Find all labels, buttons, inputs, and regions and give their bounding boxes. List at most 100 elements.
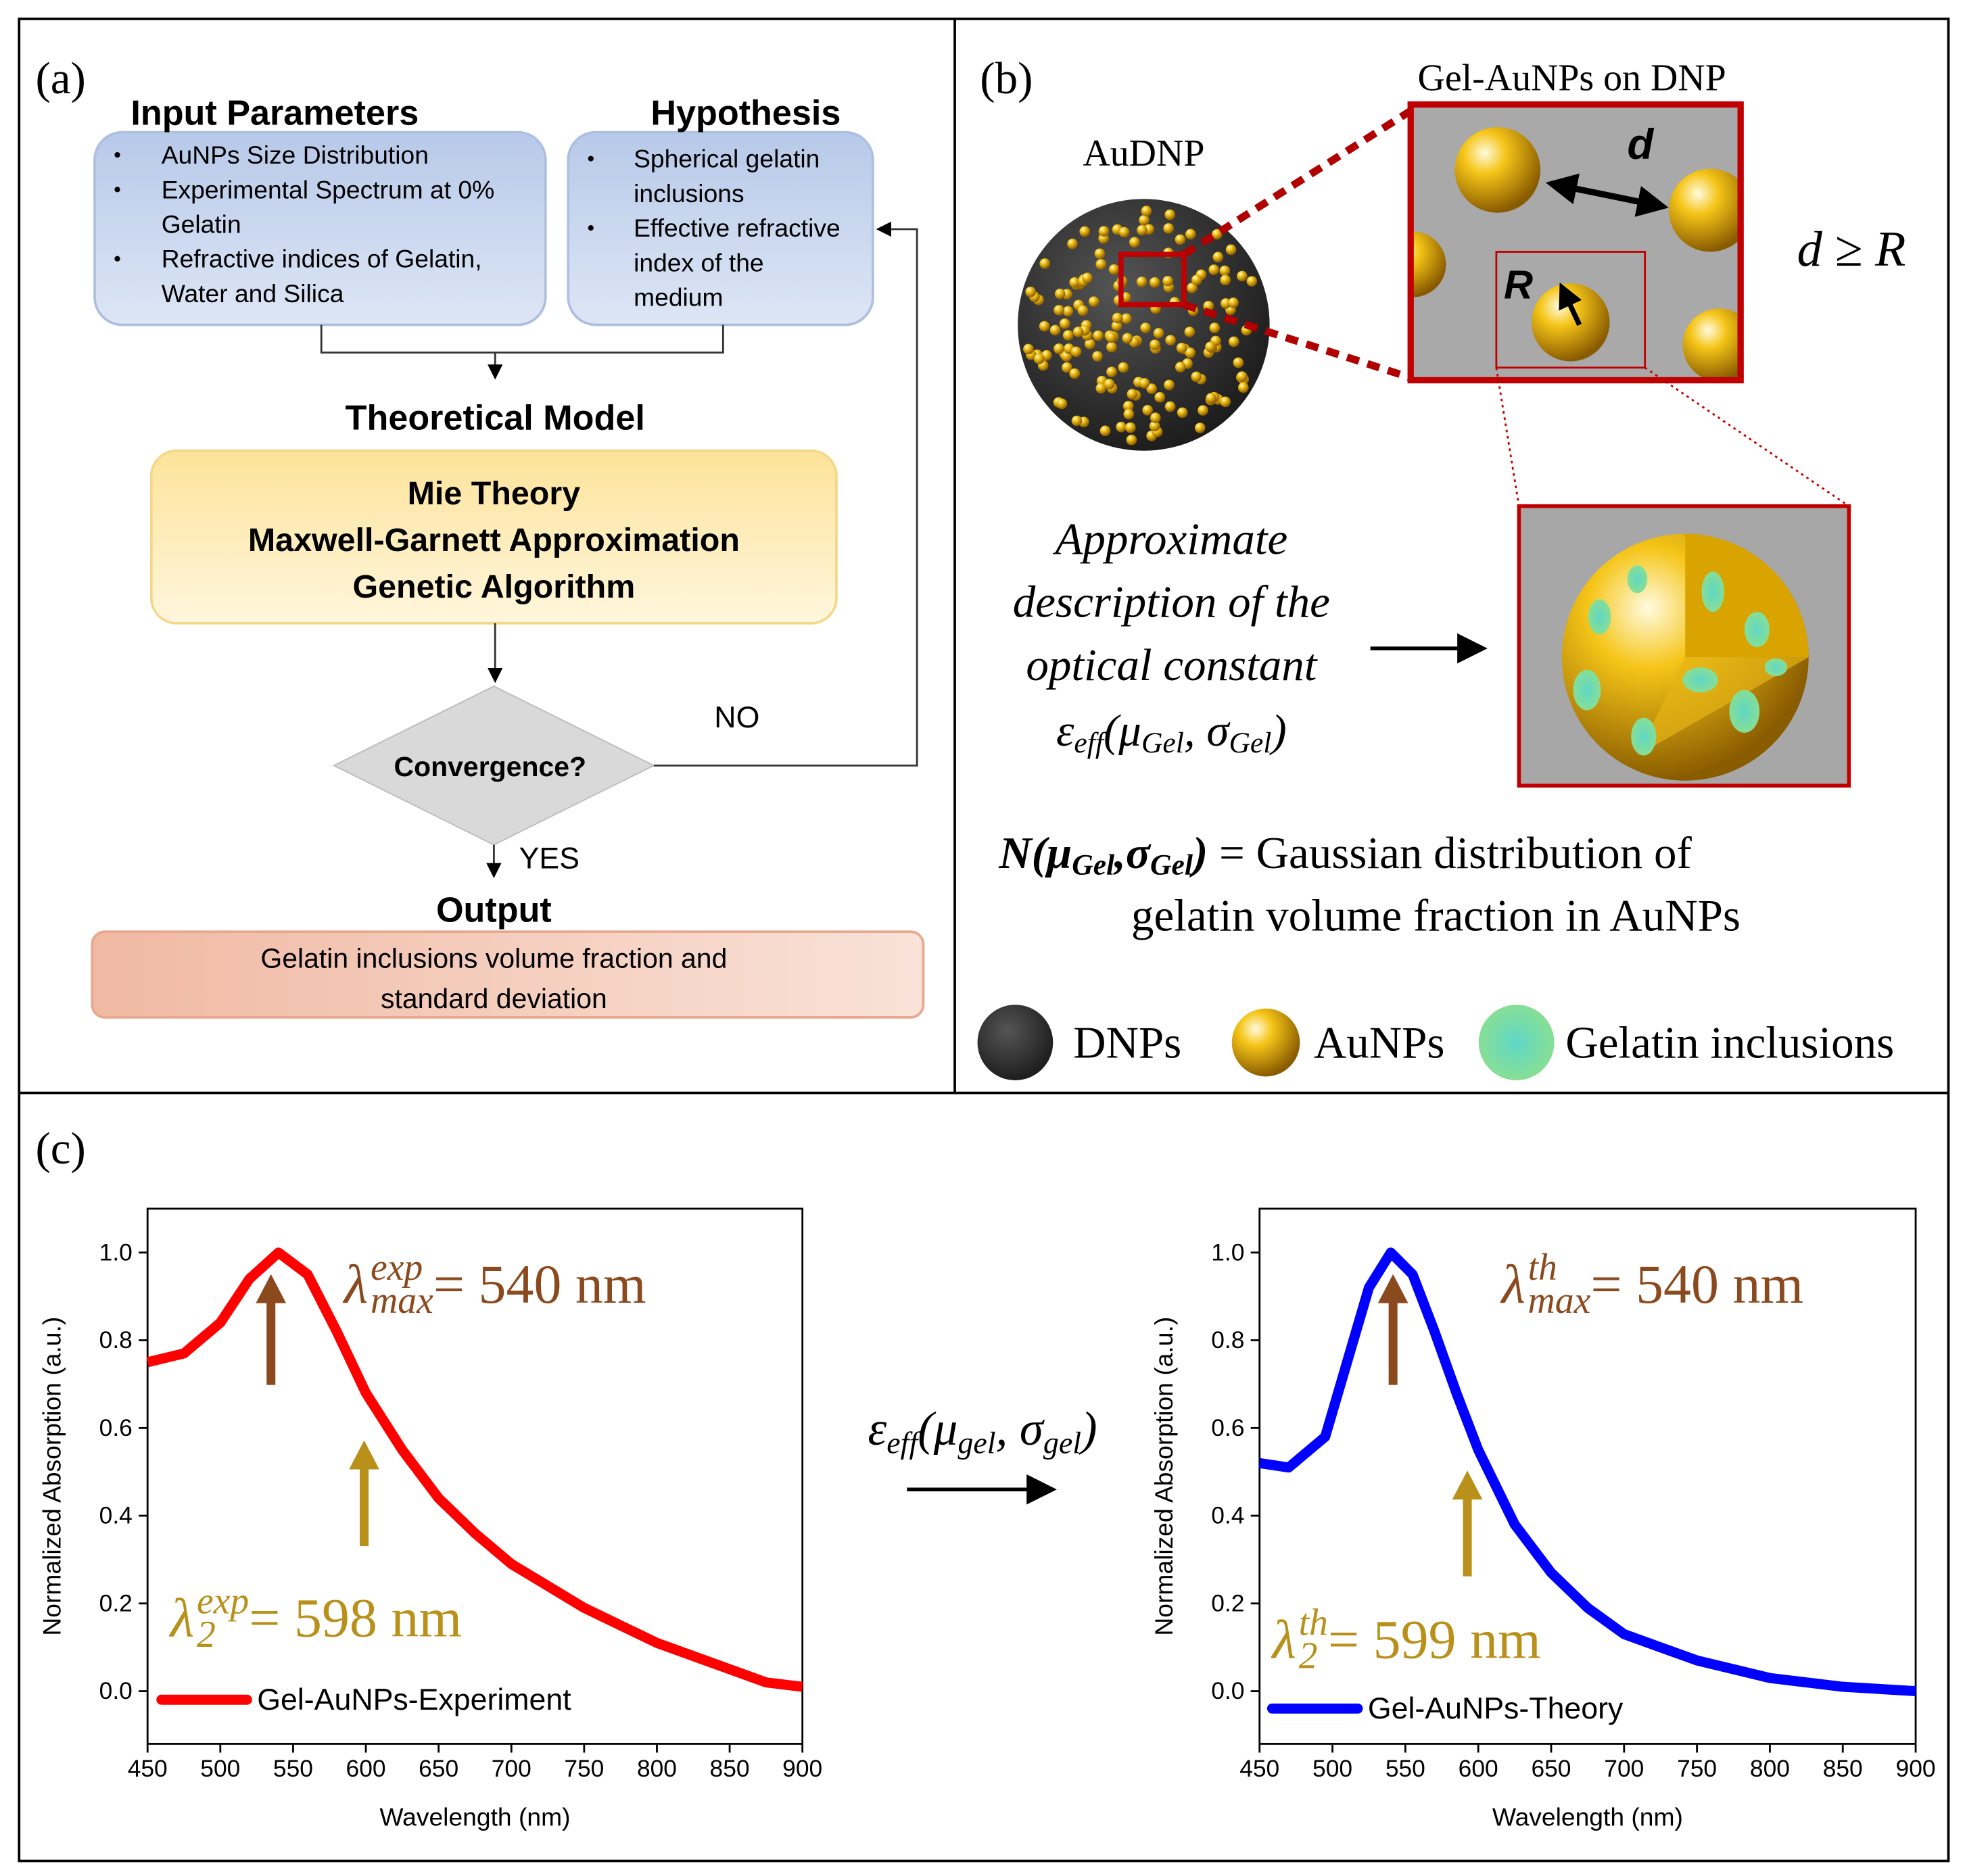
legend-dnp xyxy=(977,1005,1053,1080)
bullet xyxy=(114,151,120,158)
annotation-sub: 2 xyxy=(1299,1635,1318,1677)
relation: d ≥ R xyxy=(1797,222,1906,277)
y-tick-label: 0.8 xyxy=(1211,1327,1244,1353)
x-tick-label: 850 xyxy=(1823,1756,1863,1782)
subscript: Gel xyxy=(1072,849,1115,882)
plot-frame xyxy=(146,1207,804,1745)
x-tick-label: 900 xyxy=(1896,1756,1936,1782)
branch-label: YES xyxy=(519,842,579,875)
subscript: eff xyxy=(1074,727,1107,759)
y-axis-label: Normalized Absorption (a.u.) xyxy=(38,1317,66,1636)
math-part: ) xyxy=(1079,1403,1097,1456)
y-tick-label: 1.0 xyxy=(1211,1239,1244,1266)
epsilon: εeff(μgel, σgel) xyxy=(868,1403,1097,1460)
y-axis-label: Normalized Absorption (a.u.) xyxy=(1150,1317,1178,1636)
x-tick-label: 600 xyxy=(346,1756,386,1782)
output-line: standard deviation xyxy=(381,983,607,1014)
gauss: N(μGel,σGel) = Gaussian distribution of xyxy=(998,827,1692,881)
bullet xyxy=(114,256,120,262)
list-item: Water and Silica xyxy=(162,279,344,308)
y-tick-label: 0.6 xyxy=(99,1415,133,1441)
model-line: Maxwell-Garnett Approximation xyxy=(248,522,740,558)
distance-arrow xyxy=(1545,173,1669,217)
math-part: , σ xyxy=(996,1403,1045,1456)
y-tick-label: 0.4 xyxy=(99,1503,133,1529)
connector xyxy=(320,324,724,378)
hypothesis-box xyxy=(567,130,874,327)
legend-label: DNPs xyxy=(1073,1017,1181,1068)
subscript: gel xyxy=(1043,1425,1081,1460)
gauss-text: gelatin volume fraction in AuNPs xyxy=(1131,890,1741,940)
list-item: inclusions xyxy=(634,179,744,208)
math-part: ε xyxy=(1056,705,1074,756)
x-tick-label: 900 xyxy=(782,1756,822,1782)
annotation: λ xyxy=(169,1587,194,1649)
x-tick-label: 800 xyxy=(1750,1756,1790,1782)
annotation-sup: exp xyxy=(197,1581,249,1622)
x-tick-label: 550 xyxy=(1386,1756,1425,1782)
description: description of the xyxy=(1013,577,1330,627)
x-tick-label: 500 xyxy=(200,1756,240,1782)
y-tick-label: 0.2 xyxy=(99,1590,133,1616)
list-item: Effective refractive xyxy=(634,214,841,242)
cut-sphere xyxy=(1561,533,1809,781)
heading: Output xyxy=(436,891,552,930)
output-box xyxy=(91,930,925,1019)
annotation: λ xyxy=(1271,1608,1296,1670)
y-tick-label: 0.6 xyxy=(1211,1415,1244,1441)
frame xyxy=(18,18,1950,1862)
model-line: Mie Theory xyxy=(408,475,581,512)
subscript: eff xyxy=(886,1425,922,1460)
list-item: Experimental Spectrum at 0% xyxy=(162,175,495,203)
x-tick-label: 700 xyxy=(1604,1756,1644,1782)
annotation-sub: max xyxy=(371,1280,433,1322)
annotation-arrows xyxy=(256,1274,1483,1577)
panel-label: (b) xyxy=(980,53,1033,103)
list-item: AuNPs Size Distribution xyxy=(162,141,429,169)
math-part: ,σ xyxy=(1113,827,1152,877)
x-axis-label: Wavelength (nm) xyxy=(379,1802,570,1831)
y-tick-label: 1.0 xyxy=(99,1239,133,1266)
x-tick-label: 550 xyxy=(273,1756,313,1782)
plot-frame xyxy=(1258,1207,1917,1745)
math-part: , σ xyxy=(1184,705,1231,756)
list-item: Refractive indices of Gelatin, xyxy=(162,245,482,273)
aunp-dots xyxy=(1023,206,1258,446)
list-item: Spherical gelatin xyxy=(634,145,820,173)
symbol: d xyxy=(1628,121,1655,168)
x-tick-label: 650 xyxy=(419,1756,458,1782)
heading: Gel-AuNPs on DNP xyxy=(1418,57,1726,99)
output-line: Gelatin inclusions volume fraction and xyxy=(260,942,727,973)
annotation-sup: th xyxy=(1299,1602,1328,1643)
y-tick-label: 0.0 xyxy=(99,1678,133,1704)
bullet xyxy=(588,225,594,231)
subscript: Gel xyxy=(1141,727,1184,759)
annotation-sup: exp xyxy=(371,1247,423,1289)
annotation-sup: th xyxy=(1528,1247,1557,1289)
math-part: N(μ xyxy=(998,827,1072,877)
panel-label: (a) xyxy=(35,53,85,103)
x-tick-label: 450 xyxy=(1239,1756,1279,1782)
x-tick-label: 800 xyxy=(637,1756,677,1782)
list-item: index of the xyxy=(634,248,764,276)
epsilon: εeff(μGel, σGel) xyxy=(1056,705,1287,759)
subscript: Gel xyxy=(1150,849,1193,882)
x-tick-label: 700 xyxy=(492,1756,531,1782)
x-tick-label: 850 xyxy=(710,1756,750,1782)
inset-marker xyxy=(1495,251,1647,369)
annotation: λ xyxy=(1500,1253,1525,1315)
inset-lines xyxy=(1495,366,1850,507)
math-part: ε xyxy=(868,1403,886,1456)
branch-label: NO xyxy=(714,701,759,734)
annotation-sub: 2 xyxy=(197,1614,216,1656)
y-tick-label: 0.2 xyxy=(1211,1590,1244,1616)
zoom-frame xyxy=(1407,101,1744,384)
description: Approximate xyxy=(1052,514,1287,564)
heading: Input Parameters xyxy=(131,94,419,133)
x-tick-label: 750 xyxy=(564,1756,604,1782)
x-tick-label: 500 xyxy=(1312,1756,1352,1782)
x-tick-label: 750 xyxy=(1677,1756,1717,1782)
list-item: Gelatin xyxy=(162,210,241,239)
annotation-sub: max xyxy=(1528,1280,1591,1322)
